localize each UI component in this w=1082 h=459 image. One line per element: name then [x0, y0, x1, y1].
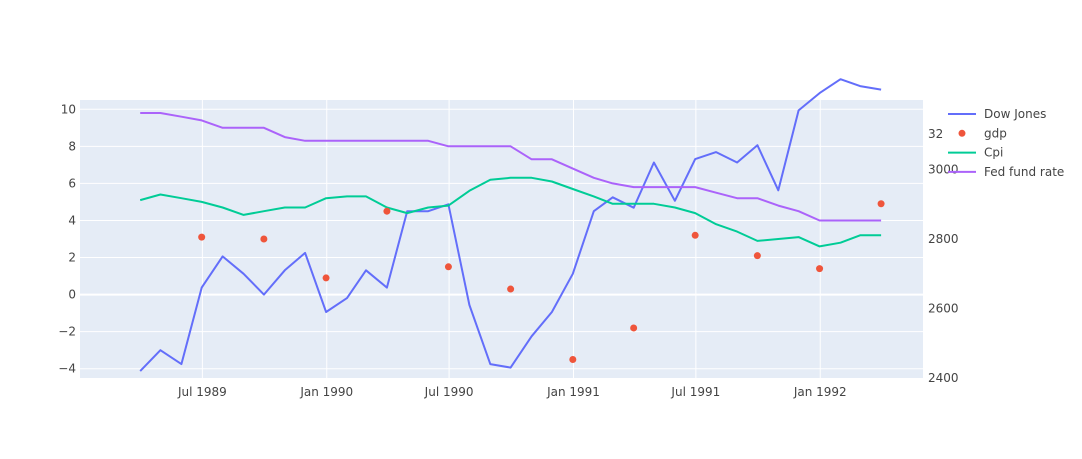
legend-label: Cpi — [984, 146, 1003, 160]
x-tick-label: Jul 1991 — [670, 385, 720, 399]
y-tick-label: 10 — [61, 102, 76, 116]
data-point-gdp[interactable] — [507, 285, 515, 293]
data-point-gdp[interactable] — [569, 355, 577, 363]
data-point-gdp[interactable] — [691, 231, 699, 239]
data-point-gdp[interactable] — [322, 274, 330, 282]
x-tick-label: Jul 1990 — [424, 385, 474, 399]
legend-item-fed-fund-rate[interactable]: Fed fund rate — [948, 165, 1064, 179]
legend-item-gdp[interactable]: gdp — [958, 126, 1007, 140]
legend-label: gdp — [984, 126, 1007, 140]
series-layer — [139, 78, 885, 372]
y-tick-label: −4 — [58, 362, 76, 376]
y2-tick-label: 3000 — [928, 163, 959, 177]
legend[interactable]: Dow Jones gdp Cpi Fed fund rate — [948, 107, 1064, 179]
y-tick-label: 6 — [68, 176, 76, 190]
x-tick-label: Jul 1989 — [177, 385, 227, 399]
legend-item-dow-jones[interactable]: Dow Jones — [948, 107, 1046, 121]
y-tick-label: 0 — [68, 288, 76, 302]
series-line-cpi[interactable] — [139, 176, 882, 248]
y-tick-label: −2 — [58, 325, 76, 339]
series-line-dow-jones[interactable] — [139, 78, 882, 372]
y-tick-label: 8 — [68, 139, 76, 153]
data-point-gdp[interactable] — [260, 235, 268, 243]
data-point-gdp[interactable] — [816, 265, 824, 273]
x-axis: Jul 1989 Jan 1990 Jul 1990 Jan 1991 Jul 1991… — [177, 385, 847, 399]
data-point-gdp[interactable] — [630, 324, 638, 332]
x-tick-label: Jan 1992 — [793, 385, 847, 399]
series-line-fed-fund-rate[interactable] — [140, 112, 882, 222]
y-axis-right-3-tick-label: 32 — [928, 127, 943, 141]
data-point-gdp[interactable] — [198, 233, 206, 241]
y-axis-left: −4 −2 0 2 4 6 8 10 — [58, 102, 76, 375]
y2-tick-label: 2800 — [928, 232, 959, 246]
legend-swatch — [958, 129, 966, 137]
plot-background — [80, 100, 923, 378]
x-tick-label: Jan 1990 — [299, 385, 353, 399]
y-tick-label: 2 — [68, 251, 76, 265]
y-tick-label: 4 — [68, 213, 76, 227]
data-point-gdp[interactable] — [444, 263, 452, 271]
x-tick-label: Jan 1991 — [546, 385, 600, 399]
y2-tick-label: 2400 — [928, 371, 959, 385]
data-point-gdp[interactable] — [753, 252, 761, 260]
legend-label: Dow Jones — [984, 107, 1046, 121]
data-point-gdp[interactable] — [383, 207, 391, 215]
legend-label: Fed fund rate — [984, 165, 1064, 179]
y2-tick-label: 2600 — [928, 302, 959, 316]
data-point-gdp[interactable] — [877, 200, 885, 208]
legend-item-cpi[interactable]: Cpi — [948, 146, 1003, 160]
y-axis-right: 2400 2600 2800 3000 — [928, 163, 959, 386]
